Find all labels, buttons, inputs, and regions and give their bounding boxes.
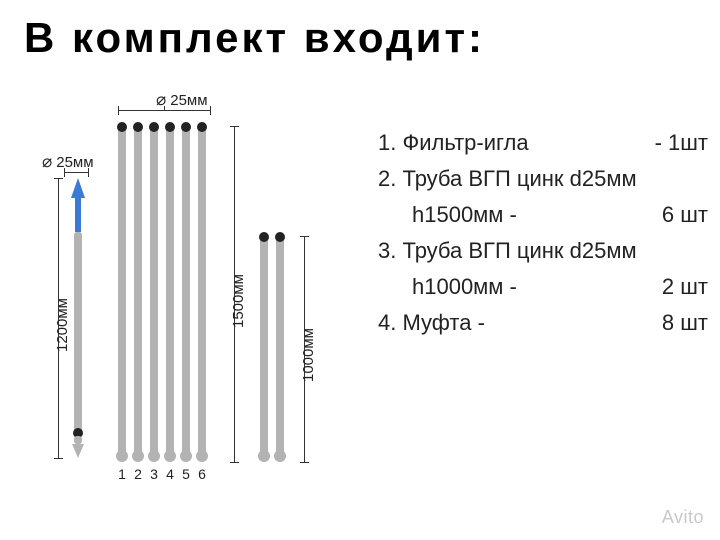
tube-long <box>166 126 174 456</box>
tube-long <box>134 126 142 456</box>
arrow-up-icon <box>71 178 85 198</box>
tube-cap-icon <box>259 232 269 242</box>
tube-botcap-icon <box>132 450 144 462</box>
tube-short <box>276 236 284 456</box>
dim-1000-label: 1000мм <box>300 328 317 382</box>
kit-diagram: ⌀ 25мм ⌀ 25мм <box>38 96 368 516</box>
tube-cap-icon <box>133 122 143 132</box>
dim-1500-tick-b <box>230 462 239 463</box>
tube-cap-icon <box>117 122 127 132</box>
tube-long <box>150 126 158 456</box>
dim-top-tick-r <box>210 106 211 115</box>
dim-1200-tick-t <box>54 178 63 179</box>
tube-botcap-icon <box>164 450 176 462</box>
dim-left-line <box>64 172 88 173</box>
list-item-text: 3. Труба ВГП цинк d25мм <box>378 238 637 263</box>
needle-body <box>74 232 82 432</box>
dim-1500-tick-t <box>230 126 239 127</box>
list-item-sub: h1000мм - 2 шт <box>378 274 708 300</box>
diameter-label-left: ⌀ 25мм <box>42 152 94 172</box>
tube-cap-icon <box>149 122 159 132</box>
arrow-stem <box>75 196 81 232</box>
watermark: Avito <box>662 507 704 528</box>
list-item-text: 1. Фильтр-игла <box>378 130 529 156</box>
list-item-qty: 6 шт <box>662 202 708 228</box>
tube-number: 5 <box>179 466 193 482</box>
tube-number: 1 <box>115 466 129 482</box>
list-item-qty: 2 шт <box>662 274 708 300</box>
tube-number: 4 <box>163 466 177 482</box>
diameter-icon: ⌀ <box>42 152 52 172</box>
list-item: 2. Труба ВГП цинк d25мм <box>378 166 708 192</box>
tube-number: 6 <box>195 466 209 482</box>
tube-botcap-icon <box>258 450 270 462</box>
tube-number: 2 <box>131 466 145 482</box>
dim-1200-label: 1200мм <box>54 298 71 352</box>
tube-botcap-icon <box>148 450 160 462</box>
needle-lower <box>74 436 82 444</box>
needle-tip-icon <box>72 444 84 458</box>
list-item-text: 2. Труба ВГП цинк d25мм <box>378 166 637 191</box>
tube-botcap-icon <box>196 450 208 462</box>
dim-1000-tick-t <box>300 236 309 237</box>
tube-botcap-icon <box>274 450 286 462</box>
dim-left-tick-a <box>64 168 65 177</box>
kit-contents-list: 1. Фильтр-игла - 1шт 2. Труба ВГП цинк d… <box>378 130 708 346</box>
dim-1500-label: 1500мм <box>230 274 247 328</box>
list-item-text: 4. Муфта - <box>378 310 485 336</box>
tube-cap-icon <box>197 122 207 132</box>
list-item: 3. Труба ВГП цинк d25мм <box>378 238 708 264</box>
dim-left-tick-b <box>88 168 89 177</box>
tube-cap-icon <box>165 122 175 132</box>
tube-number: 3 <box>147 466 161 482</box>
dia-top-leader <box>164 106 165 110</box>
page-title: В комплект входит: <box>24 14 485 62</box>
tube-cap-icon <box>275 232 285 242</box>
tube-botcap-icon <box>116 450 128 462</box>
list-item: 1. Фильтр-игла - 1шт <box>378 130 708 156</box>
list-item-qty: 8 шт <box>662 310 708 336</box>
list-item: 4. Муфта - 8 шт <box>378 310 708 336</box>
list-item-subtext: h1500мм - <box>412 202 517 228</box>
dim-1000-tick-b <box>300 462 309 463</box>
list-item-qty: - 1шт <box>655 130 708 156</box>
tube-long <box>198 126 206 456</box>
diameter-value-top: 25мм <box>170 92 207 109</box>
list-item-sub: h1500мм - 6 шт <box>378 202 708 228</box>
dim-top-line <box>118 110 210 111</box>
tube-long <box>182 126 190 456</box>
tube-cap-icon <box>181 122 191 132</box>
dim-1200-tick-b <box>54 458 63 459</box>
tube-botcap-icon <box>180 450 192 462</box>
list-item-subtext: h1000мм - <box>412 274 517 300</box>
tube-short <box>260 236 268 456</box>
tube-long <box>118 126 126 456</box>
dim-top-tick-l <box>118 106 119 115</box>
